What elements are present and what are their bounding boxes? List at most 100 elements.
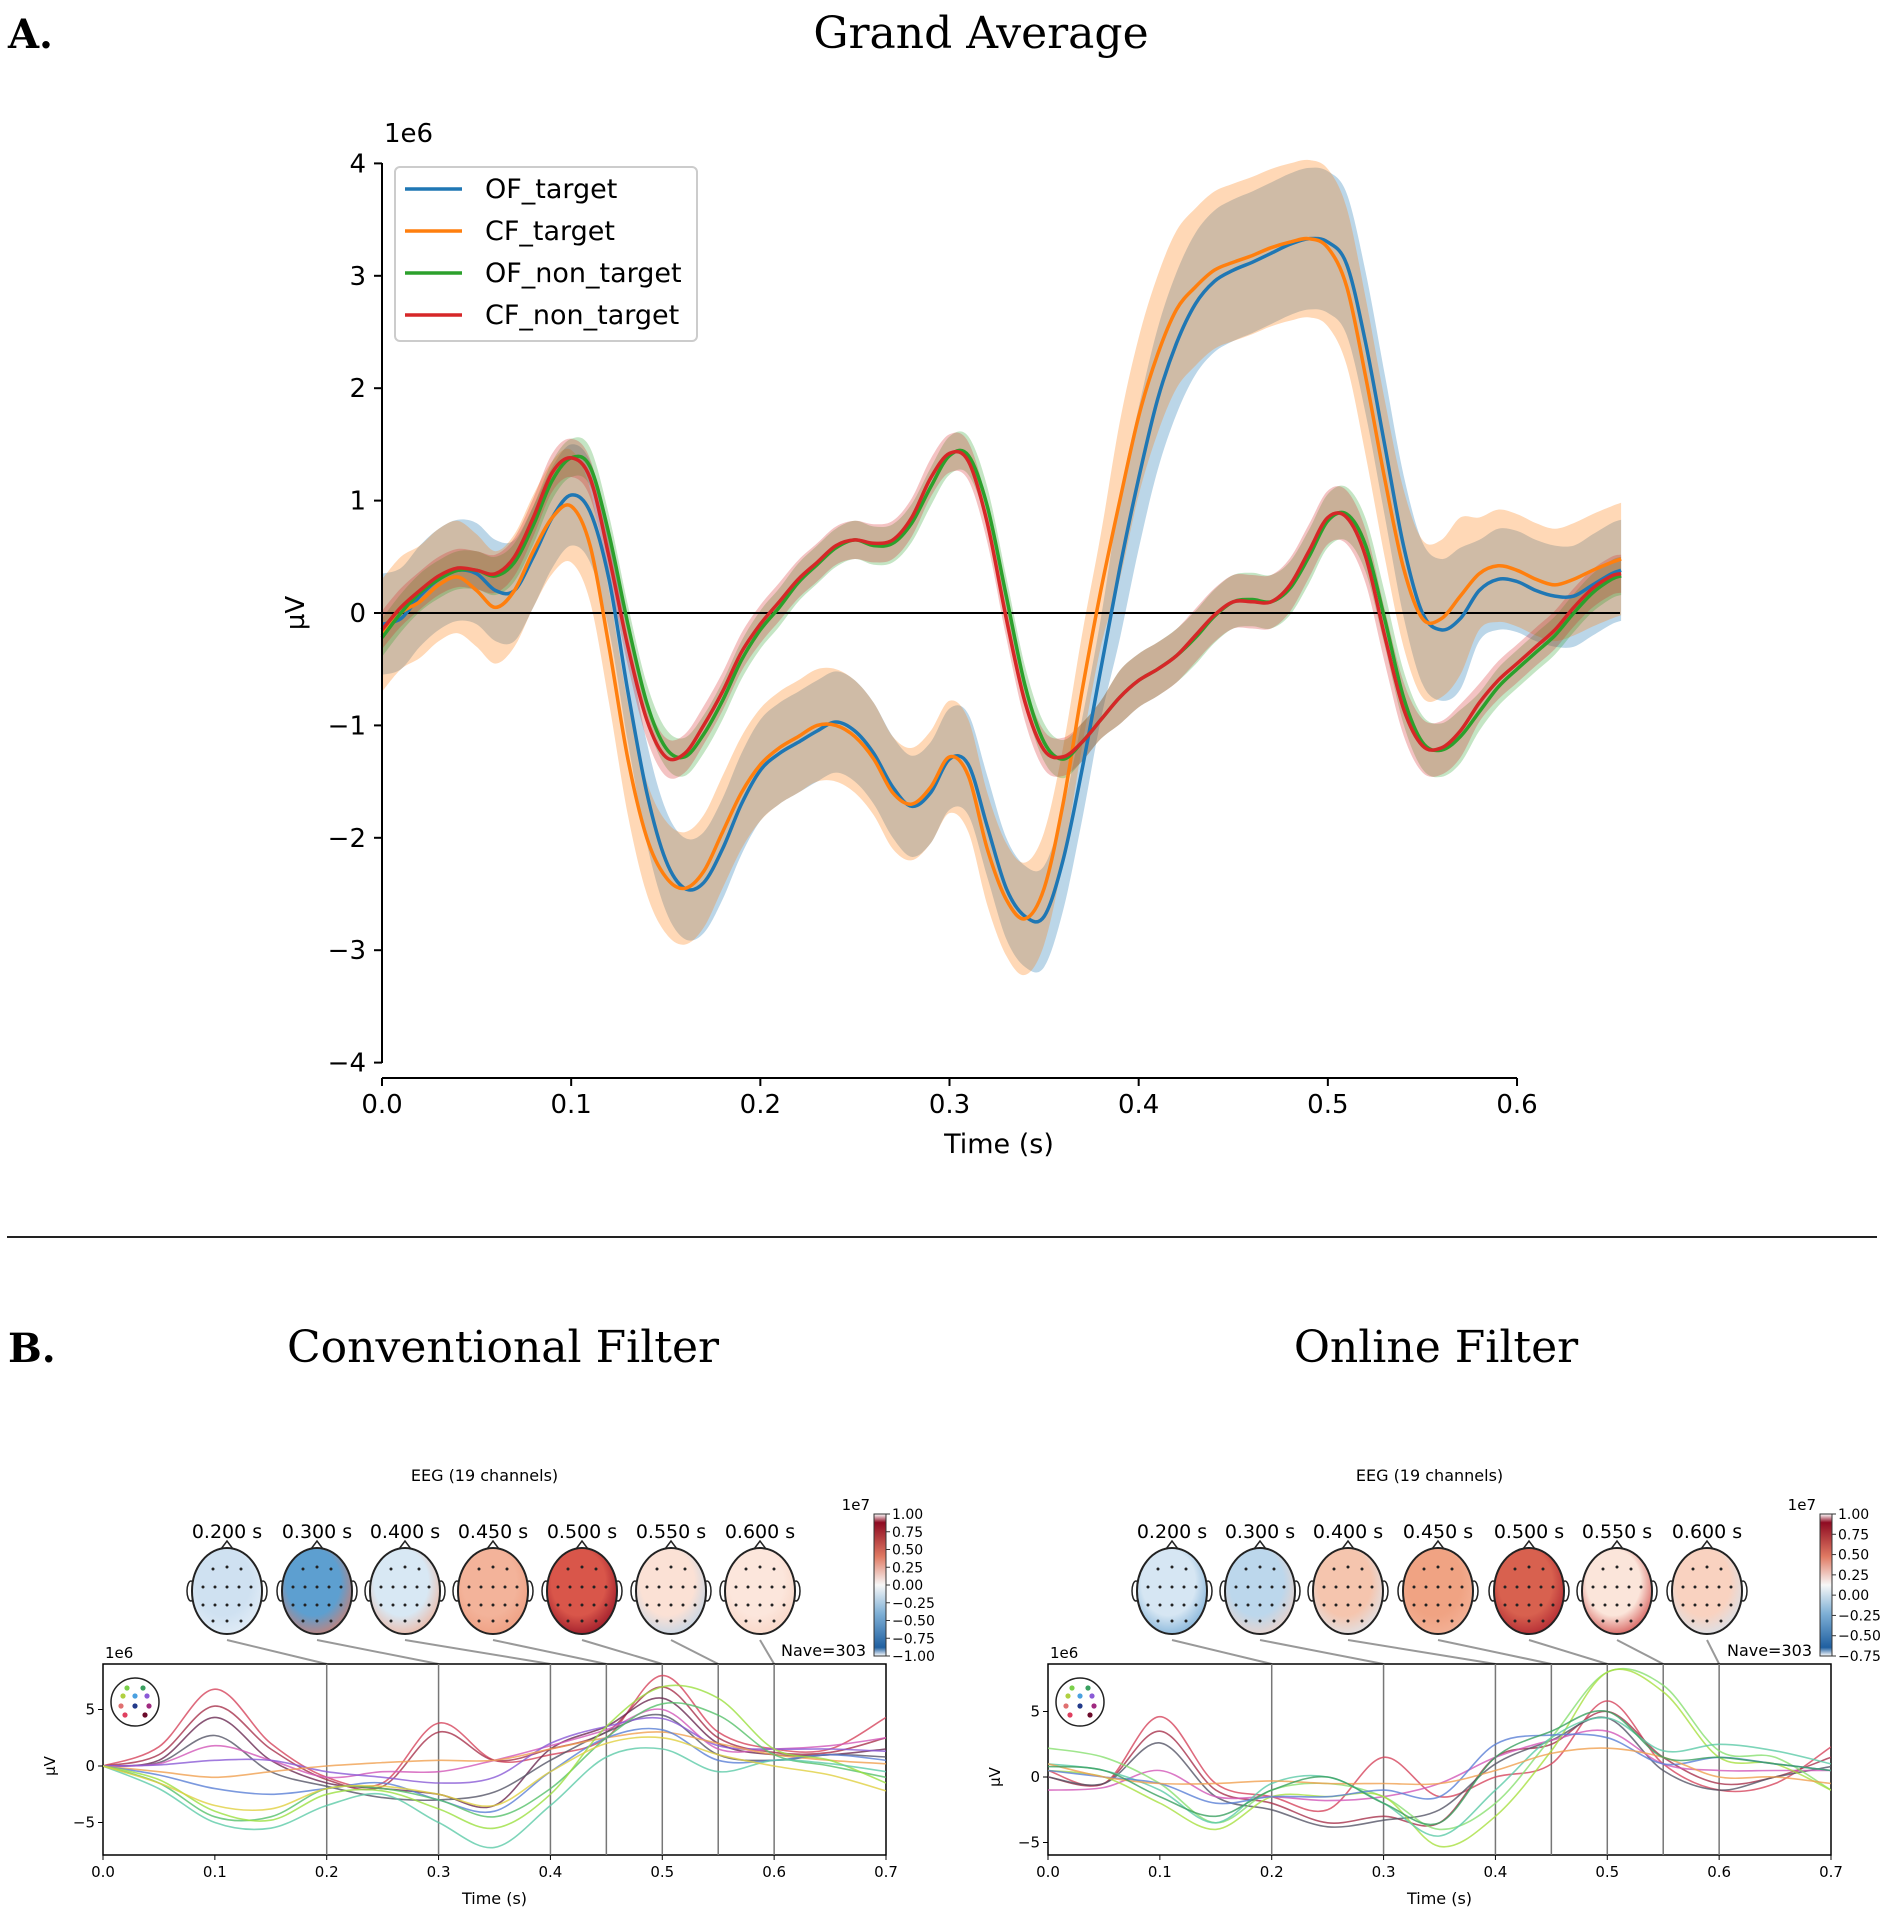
electrode-dot [415,1603,419,1607]
electrode-dot [1503,1603,1507,1607]
sensor-dot [1065,1693,1071,1699]
electrode-dot [580,1619,584,1623]
electrode-dot [303,1603,307,1607]
electrode-dot [477,1619,481,1623]
sensor-dot [146,1703,152,1709]
electrode-dot [604,1585,608,1589]
topomap: 0.400 s [1307,1521,1389,1635]
topomap-connector [759,1639,776,1665]
electrode-dot [1412,1585,1416,1589]
nose-icon [575,1539,589,1550]
electrode-dot [1693,1585,1697,1589]
electrode-dot [1234,1603,1238,1607]
sensor-dot [1091,1703,1097,1709]
electrode-dot [1182,1585,1186,1589]
x-tick-label: 0.0 [361,1090,402,1120]
electrode-dot [301,1567,305,1571]
electrode-dot [301,1619,305,1623]
electrode-dot [213,1603,217,1607]
electrode-dot [237,1585,241,1589]
electrode-dot [427,1585,431,1589]
x-axis-label: Time (s) [1406,1889,1472,1908]
electrode-dot [1272,1619,1276,1623]
y-tick-label: 0 [1030,1768,1040,1786]
electrode-dot [744,1619,748,1623]
topomap: 0.200 s [186,1521,268,1635]
electrode-dot [592,1603,596,1607]
topomap-connector [1347,1639,1496,1665]
nave-label: Nave=303 [781,1641,866,1660]
electrode-dot [568,1603,572,1607]
electrode-dot [339,1585,343,1589]
electrode-dot [566,1619,570,1623]
electrode-dot [1450,1567,1454,1571]
electrode-dot [403,1585,407,1589]
electrode-dot [391,1603,395,1607]
online-filter-butterfly: EEG (19 channels) 0.200 s 0.300 s 0.400 s 0.… [986,1466,1881,1908]
channel-trace [103,1736,886,1812]
electrode-dot [580,1565,584,1569]
electrode-dot [645,1585,649,1589]
panel-a-letter: A. [7,11,53,58]
sensor-dot [1085,1685,1091,1691]
channel-traces [1048,1667,1831,1848]
electrode-dot [568,1585,572,1589]
electrode-dot [315,1603,319,1607]
panel-b-letter: B. [8,1325,56,1372]
topomap-time-label: 0.200 s [1137,1521,1207,1543]
electrode-dot [645,1603,649,1607]
sensor-dot [1077,1703,1083,1709]
electrode-dot [467,1603,471,1607]
electrode-dot [1513,1619,1517,1623]
topomap: 0.500 s [1488,1521,1570,1635]
electrode-dot [1346,1603,1350,1607]
nose-icon [1341,1539,1355,1550]
electrode-dot [327,1585,331,1589]
electrode-dot [1527,1603,1531,1607]
x-tick-label: 0.7 [874,1863,898,1881]
eeg-title: EEG (19 channels) [411,1466,558,1485]
electrode-dot [1184,1567,1188,1571]
sensor-dot [1077,1693,1083,1699]
electrode-dot [477,1567,481,1571]
series-line-OF_non_target [380,448,1622,761]
electrode-dot [479,1603,483,1607]
head-topomap [635,1547,707,1635]
electrode-dot [1322,1585,1326,1589]
nose-icon [753,1539,767,1550]
series-line-OF_target [381,236,1622,924]
electrode-dot [1515,1603,1519,1607]
electrode-dot [758,1619,762,1623]
topomap-connector [581,1639,663,1665]
electrode-dot [315,1565,319,1569]
x-tick-label: 0.4 [1118,1090,1159,1120]
electrode-dot [1332,1567,1336,1571]
electrode-dot [669,1603,673,1607]
electrode-dot [503,1585,507,1589]
electrode-dot [237,1603,241,1607]
electrode-dot [1370,1603,1374,1607]
nose-icon [1165,1539,1179,1550]
electrode-dot [291,1603,295,1607]
nose-icon [1253,1539,1267,1550]
nose-icon [220,1539,234,1550]
electrode-dot [683,1619,687,1623]
colorbar-tick-label: −0.75 [892,1631,935,1647]
colorbar-tick-label: −0.50 [1838,1629,1881,1645]
electrode-dot [327,1603,331,1607]
electrode-dot [1258,1585,1262,1589]
electrode-dot [1346,1619,1350,1623]
topomap-time-label: 0.550 s [636,1521,706,1543]
sensor-dot [1087,1712,1093,1718]
sensor-dot [1063,1703,1069,1709]
panel-a-title: Grand Average [813,8,1148,59]
electrode-dot [1627,1603,1631,1607]
electrode-dot [1603,1603,1607,1607]
topomap-time-label: 0.550 s [1582,1521,1652,1543]
electrode-dot [1258,1619,1262,1623]
y-tick-label: −1 [328,711,366,741]
topomap-time-label: 0.300 s [282,1521,352,1543]
electrode-dot [1282,1585,1286,1589]
electrode-dot [201,1585,205,1589]
electrode-dot [734,1585,738,1589]
